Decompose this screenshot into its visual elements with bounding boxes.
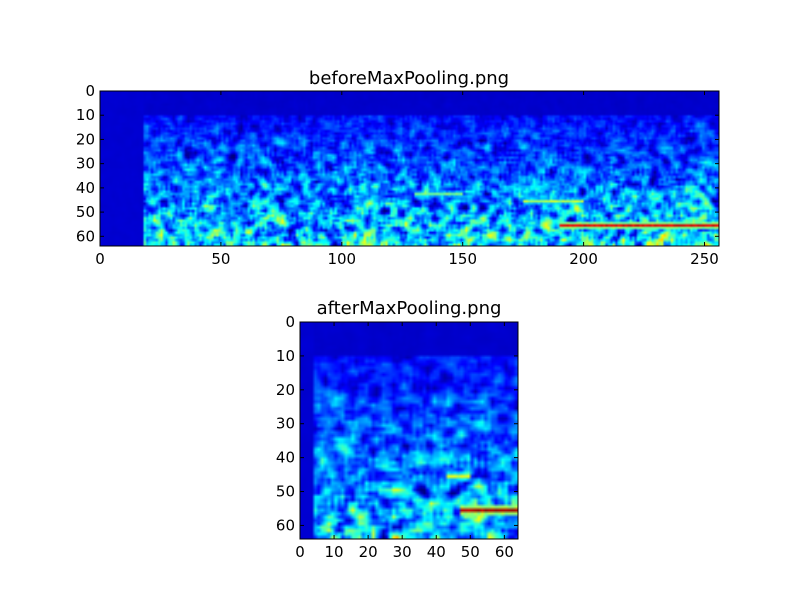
chart-1-xtick-label-1: 10 xyxy=(325,543,344,561)
chart-0-ytick-label-1: 10 xyxy=(76,106,95,124)
after-heatmap-chart: afterMaxPooling.png 0 10 20 30 40 50 600102030… xyxy=(276,298,519,561)
before-heatmap-image xyxy=(100,91,719,246)
chart-0-xtick-label-0: 0 xyxy=(95,250,105,268)
chart-1-ytick-label-4: 40 xyxy=(276,449,295,467)
chart-1-ytick-label-1: 10 xyxy=(276,347,295,365)
chart-0-xtick-label-5: 250 xyxy=(690,250,719,268)
chart-0-xtick-label-4: 200 xyxy=(569,250,598,268)
chart-1-ytick-label-0: 0 xyxy=(285,313,295,331)
before-chart-title: beforeMaxPooling.png xyxy=(309,68,509,89)
chart-0-ytick-label-0: 0 xyxy=(85,82,95,100)
chart-1-ytick-label-3: 30 xyxy=(276,415,295,433)
chart-1-ytick-label-6: 60 xyxy=(276,516,295,534)
chart-1-xtick-label-6: 60 xyxy=(495,543,514,561)
chart-1-xtick-label-0: 0 xyxy=(295,543,305,561)
after-axes-frame xyxy=(299,321,519,540)
before-heatmap-chart: beforeMaxPooling.png 0 50 100 150 200 250 0 10 2… xyxy=(76,68,720,268)
chart-0-xtick-label-3: 150 xyxy=(448,250,477,268)
chart-0-xtick-label-1: 50 xyxy=(211,250,230,268)
before-axes-frame xyxy=(99,90,720,247)
before-axis-ticks: 0 50 100 150 200 250 0 10 20 30 40 50 60 xyxy=(76,82,719,268)
after-heatmap-image xyxy=(300,322,518,539)
chart-1-ytick-label-5: 50 xyxy=(276,483,295,501)
chart-0-ytick-label-2: 20 xyxy=(76,130,95,148)
chart-0-xtick-label-2: 100 xyxy=(327,250,356,268)
chart-1-ytick-label-2: 20 xyxy=(276,381,295,399)
chart-0-ytick-label-4: 40 xyxy=(76,179,95,197)
chart-1-xtick-label-2: 20 xyxy=(359,543,378,561)
chart-1-xtick-label-5: 50 xyxy=(461,543,480,561)
chart-0-ytick-label-6: 60 xyxy=(76,227,95,245)
chart-1-xtick-label-3: 30 xyxy=(393,543,412,561)
chart-0-ytick-label-5: 50 xyxy=(76,203,95,221)
chart-0-ytick-label-3: 30 xyxy=(76,155,95,173)
after-chart-title: afterMaxPooling.png xyxy=(317,298,502,319)
chart-1-xtick-label-4: 40 xyxy=(427,543,446,561)
